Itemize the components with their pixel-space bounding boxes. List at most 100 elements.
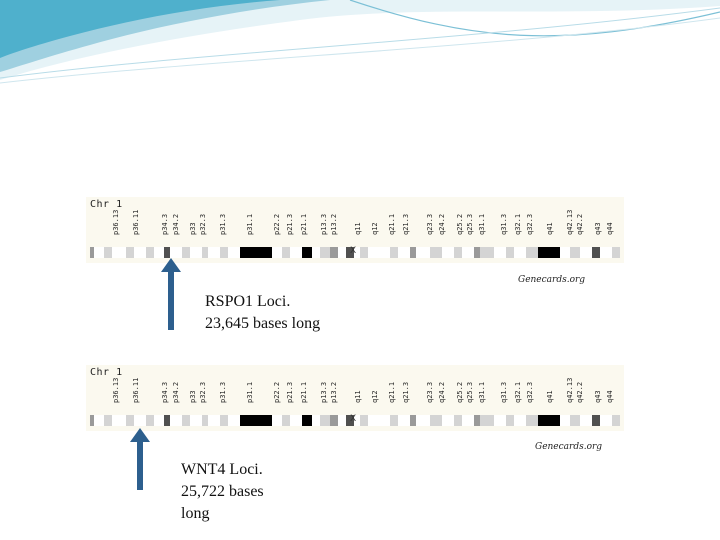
chromosome-band — [290, 247, 302, 258]
band-label: p34.2 — [167, 209, 180, 243]
band-label-text: q31.3 — [500, 213, 508, 235]
band-label-text: p31.1 — [246, 213, 254, 235]
band-label: q21.1 — [383, 377, 396, 411]
band-label: q43 — [589, 377, 602, 411]
band-label: q24.2 — [433, 377, 446, 411]
band-label: p22.2 — [268, 377, 281, 411]
banner-arc-right — [349, 0, 720, 37]
band-label-text: p36.13 — [112, 209, 120, 235]
band-label: q44 — [601, 209, 614, 243]
band-label-text: q44 — [606, 222, 614, 235]
band-label: p31.1 — [241, 377, 254, 411]
chromosome-band — [514, 415, 526, 426]
chromosome-band — [208, 247, 220, 258]
chromosome-band — [302, 415, 312, 426]
chromosome-band — [560, 247, 570, 258]
chromosome-band — [182, 415, 190, 426]
band-label: p36.11 — [127, 209, 140, 243]
chromosome-band — [126, 415, 134, 426]
chromosome-band — [290, 415, 302, 426]
chromosome-band — [146, 415, 154, 426]
band-label-text: q41 — [546, 222, 554, 235]
band-label: p33 — [184, 209, 197, 243]
band-label-text: p21.3 — [286, 213, 294, 235]
band-label-text: p22.2 — [273, 213, 281, 235]
band-label: p36.13 — [107, 377, 120, 411]
band-label-text: p31.3 — [219, 381, 227, 403]
band-label: q31.1 — [473, 377, 486, 411]
chromosome-band — [220, 415, 228, 426]
band-label-text: q24.2 — [438, 213, 446, 235]
band-label: p34.2 — [167, 377, 180, 411]
chromosome-band — [112, 247, 126, 258]
band-label: q42.2 — [571, 377, 584, 411]
chromosome-band — [272, 247, 282, 258]
chromosome-bar — [90, 415, 620, 426]
band-label-text: q11 — [354, 222, 362, 235]
band-label: q31.3 — [495, 377, 508, 411]
chromosome-band — [368, 247, 390, 258]
band-label: q32.1 — [509, 377, 522, 411]
chromosome-band — [474, 415, 480, 426]
band-label: p36.13 — [107, 209, 120, 243]
band-label: q31.1 — [473, 209, 486, 243]
band-label-text: p22.2 — [273, 381, 281, 403]
band-label-text: q21.1 — [388, 213, 396, 235]
chromosome-band — [104, 415, 112, 426]
chromosome-band — [202, 415, 208, 426]
band-label-text: q21.1 — [388, 381, 396, 403]
band-label: p13.3 — [315, 377, 328, 411]
band-label-text: p21.3 — [286, 381, 294, 403]
band-label-text: q41 — [546, 390, 554, 403]
band-label-text: q12 — [371, 390, 379, 403]
band-label: p34.3 — [156, 209, 169, 243]
band-label-text: q44 — [606, 390, 614, 403]
rspo1-loci-text: RSPO1 Loci. 23,645 bases long — [205, 291, 320, 335]
source-credit: Genecards.org — [535, 442, 603, 452]
band-label: q32.3 — [521, 377, 534, 411]
band-label-text: p36.13 — [112, 377, 120, 403]
chromosome-band — [104, 247, 112, 258]
band-label: p36.11 — [127, 377, 140, 411]
chromosome-ideogram-2: Chr 1 p36.13 p36.11 p34.3 p34.2 p33 p32.3 p31.… — [86, 365, 624, 431]
chromosome-band — [580, 247, 592, 258]
band-label-text: p21.1 — [300, 213, 308, 235]
chromosome-band — [240, 247, 272, 258]
band-label-text: q21.3 — [402, 381, 410, 403]
band-label: p33 — [184, 377, 197, 411]
chromosome-band — [94, 247, 104, 258]
band-label-text: q21.3 — [402, 213, 410, 235]
locus-arrow-icon — [161, 258, 181, 330]
band-label: q41 — [541, 377, 554, 411]
chromosome-band — [134, 247, 146, 258]
chromosome-band — [240, 415, 272, 426]
band-label-text: p21.1 — [300, 381, 308, 403]
band-label: q25.3 — [461, 209, 474, 243]
band-label: p13.3 — [315, 209, 328, 243]
band-label: p32.3 — [194, 209, 207, 243]
source-credit: Genecards.org — [518, 275, 586, 285]
banner-line-1 — [0, 7, 720, 79]
band-label-text: p32.3 — [199, 213, 207, 235]
chromosome-band — [592, 415, 600, 426]
band-label: p31.3 — [214, 377, 227, 411]
chromosome-band — [430, 247, 442, 258]
chromosome-band — [112, 415, 126, 426]
band-label: q25.3 — [461, 377, 474, 411]
band-label: q24.2 — [433, 209, 446, 243]
chromosome-band — [164, 247, 170, 258]
band-label: q25.2 — [451, 377, 464, 411]
chromosome-band — [612, 247, 620, 258]
chromosome-band — [354, 247, 360, 258]
chromosome-band — [338, 415, 346, 426]
chromosome-band — [592, 247, 600, 258]
chromosome-band — [494, 247, 506, 258]
band-label: q25.2 — [451, 209, 464, 243]
band-label-text: q42.2 — [576, 381, 584, 403]
banner-wave-front — [0, 0, 280, 58]
chromosome-band — [612, 415, 620, 426]
band-label: q11 — [349, 209, 362, 243]
band-label-text: q32.3 — [526, 381, 534, 403]
band-label: p22.2 — [268, 209, 281, 243]
chromosome-band — [312, 415, 320, 426]
